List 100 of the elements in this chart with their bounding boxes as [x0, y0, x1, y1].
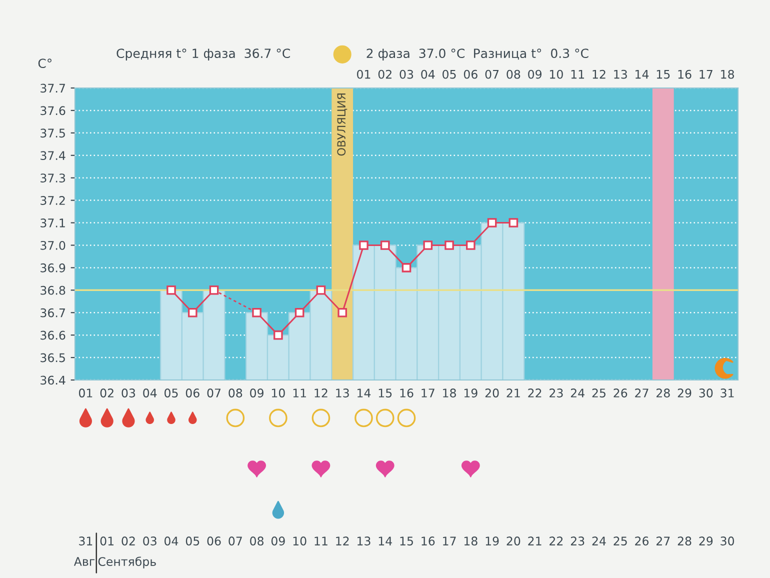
x-tick-label: 04	[143, 388, 157, 398]
x-tick-label: 26	[614, 388, 628, 398]
text: 09	[271, 536, 285, 546]
y-tick-label: 36.4	[40, 376, 66, 385]
x-tick-label: 24	[570, 388, 584, 398]
point	[188, 308, 198, 318]
point	[444, 240, 454, 250]
point	[338, 308, 347, 318]
x2-tick-label: 16	[678, 70, 692, 79]
point	[359, 240, 368, 250]
point	[380, 240, 390, 250]
y-tick-label: 37.2	[40, 196, 65, 205]
x-tick-label: 15	[378, 388, 392, 398]
x-tick-label: 27	[635, 388, 648, 398]
x-tick-label: 06	[186, 388, 200, 398]
text: 2 фаза 37.0 °C	[366, 48, 464, 60]
text: 23	[570, 536, 584, 546]
band-label: ОВУЛЯЦИЯ	[337, 93, 348, 156]
x2-tick-label: 10	[550, 70, 563, 79]
x-tick-label: 07	[207, 388, 221, 398]
text: 11	[314, 536, 328, 546]
text: 28	[678, 536, 692, 546]
x2-tick-label: 15	[656, 70, 670, 79]
text: 16	[422, 536, 435, 546]
x2-tick-label: 14	[636, 70, 649, 79]
x2-tick-label: 06	[464, 70, 478, 79]
point	[316, 286, 326, 295]
text: 14	[378, 536, 392, 546]
x2-tick-label: 01	[356, 70, 370, 79]
x2-tick-label: 02	[378, 70, 392, 79]
y-tick-label: 37.0	[40, 240, 66, 250]
x-tick-label: 02	[100, 388, 114, 398]
text: 03	[143, 536, 156, 546]
text: 02	[122, 536, 135, 546]
text: 29	[699, 536, 713, 546]
x-tick-label: 16	[400, 388, 414, 398]
x-tick-label: 28	[656, 388, 670, 398]
point	[466, 240, 476, 250]
x2-tick-label: 12	[592, 70, 606, 79]
x-tick-label: 10	[272, 388, 285, 398]
x-tick-label: 14	[358, 388, 371, 398]
x-tick-label: 03	[122, 388, 136, 398]
text: 26	[635, 536, 649, 546]
point	[402, 263, 412, 272]
x2-tick-label: 13	[614, 70, 627, 79]
text: 31	[79, 536, 92, 546]
x2-tick-label: 07	[485, 70, 499, 79]
y-axis-title: C°	[38, 58, 52, 68]
y-tick-label: 37.7	[40, 84, 65, 93]
x-tick-label: 05	[164, 388, 178, 398]
x-tick-label: 13	[336, 388, 349, 398]
y-tick-label: 36.7	[40, 308, 65, 318]
y-tick-label: 37.4	[40, 151, 66, 160]
point	[423, 240, 433, 250]
x-tick-label: 25	[592, 388, 606, 398]
y-tick-label: 37.3	[40, 174, 66, 182]
text: 10	[293, 536, 306, 546]
x2-tick-label: 05	[442, 70, 456, 79]
text: Средняя t° 1 фаза 36.7 °C	[116, 48, 290, 60]
text: 12	[336, 536, 349, 546]
x-tick-label: 31	[720, 388, 734, 398]
text: 19	[486, 536, 499, 546]
text: 15	[400, 536, 413, 546]
text: 20	[506, 536, 520, 546]
text: 24	[592, 536, 606, 546]
text: 13	[358, 536, 370, 546]
text: 25	[614, 536, 627, 546]
text: 05	[186, 536, 200, 546]
x2-tick-label: 18	[721, 70, 734, 79]
x-tick-label: 11	[293, 388, 306, 398]
x2-tick-label: 11	[571, 70, 584, 79]
y-tick-label: 37.1	[40, 218, 65, 228]
y-tick-label: 36.8	[40, 286, 66, 295]
point	[487, 218, 497, 228]
text: 18	[464, 536, 478, 546]
y-tick-label: 36.5	[40, 353, 65, 362]
x-tick-label: 20	[485, 388, 499, 398]
x-tick-label: 29	[678, 388, 692, 398]
text: 21	[528, 536, 542, 546]
x2-tick-label: 08	[506, 70, 520, 79]
x-tick-label: 12	[314, 388, 328, 398]
text: 17	[443, 536, 456, 546]
text: 27	[656, 536, 670, 546]
x2-tick-label: 09	[528, 70, 542, 79]
x2-tick-label: 03	[400, 70, 414, 79]
x-tick-label: 21	[506, 388, 520, 398]
x-tick-label: 30	[699, 388, 713, 398]
text: 06	[207, 536, 221, 546]
point	[508, 218, 518, 228]
x-tick-label: 22	[528, 388, 542, 398]
text: 08	[250, 536, 264, 546]
text: 07	[228, 536, 242, 546]
text: Разница t° 0.3 °C	[474, 48, 588, 60]
y-tick-label: 37.5	[40, 128, 65, 138]
point	[294, 308, 304, 318]
y-tick-label: 37.6	[40, 106, 66, 116]
text: 01	[100, 536, 114, 546]
text: 04	[164, 536, 178, 546]
x-tick-label: 17	[422, 388, 434, 398]
x2-tick-label: 17	[700, 70, 712, 79]
